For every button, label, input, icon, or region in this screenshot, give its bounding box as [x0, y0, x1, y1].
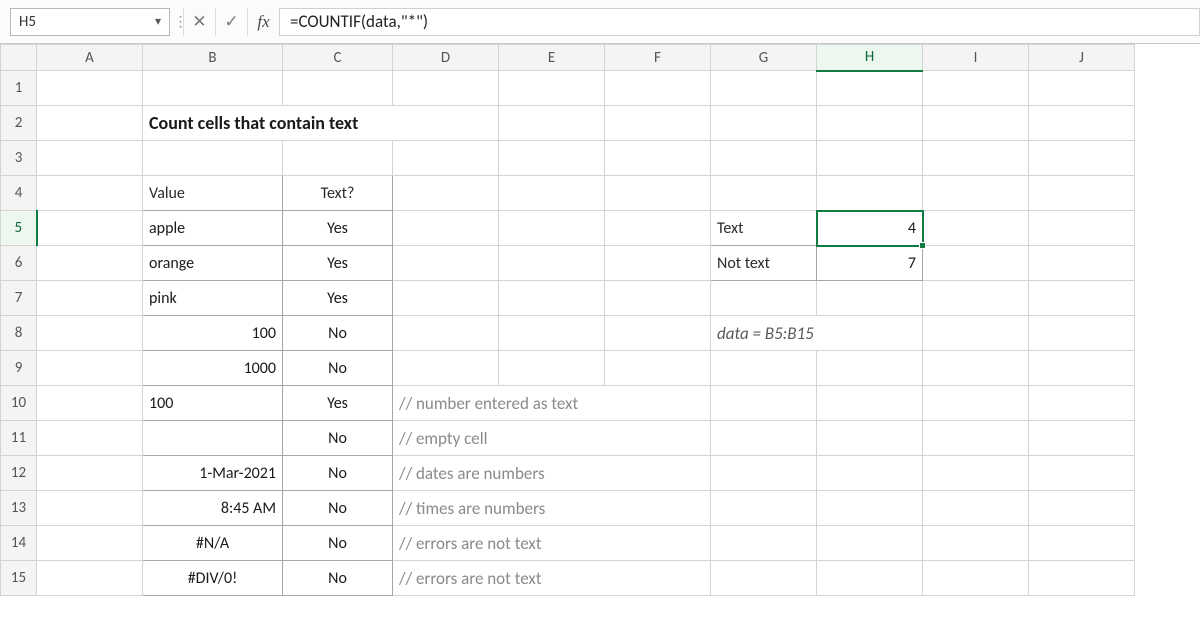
row-header[interactable]: 14: [1, 526, 37, 561]
row-7: 7 pink Yes: [1, 281, 1135, 316]
value-cell[interactable]: apple: [143, 211, 282, 245]
summary-value-active[interactable]: 4: [817, 211, 922, 245]
comment: // errors are not text: [393, 526, 710, 560]
name-box[interactable]: H5 ▾: [10, 8, 170, 36]
row-header[interactable]: 3: [1, 141, 37, 176]
row-header[interactable]: 15: [1, 561, 37, 596]
row-14: 14 #N/A No // errors are not text: [1, 526, 1135, 561]
select-all-corner[interactable]: [1, 45, 37, 71]
comment: // times are numbers: [393, 491, 710, 525]
value-cell[interactable]: pink: [143, 281, 282, 315]
value-cell[interactable]: 8:45 AM: [143, 491, 282, 525]
flag-cell[interactable]: Yes: [283, 246, 392, 280]
column-header-row: A B C D E F G H I J: [1, 45, 1135, 71]
row-header[interactable]: 11: [1, 421, 37, 456]
table-header-value: Value: [143, 176, 282, 210]
row-10: 10 100 Yes // number entered as text: [1, 386, 1135, 421]
comment: // errors are not text: [393, 561, 710, 595]
value-cell[interactable]: 1-Mar-2021: [143, 456, 282, 490]
formula-input[interactable]: =COUNTIF(data,"*"): [279, 8, 1200, 36]
value-cell[interactable]: #N/A: [143, 526, 282, 560]
row-12: 12 1-Mar-2021 No // dates are numbers: [1, 456, 1135, 491]
row-header[interactable]: 6: [1, 246, 37, 281]
summary-label[interactable]: Not text: [711, 246, 816, 280]
chevron-down-icon[interactable]: ▾: [155, 14, 161, 29]
row-header[interactable]: 12: [1, 456, 37, 491]
row-13: 13 8:45 AM No // times are numbers: [1, 491, 1135, 526]
formula-bar: H5 ▾ ⋮ ✕ ✓ fx =COUNTIF(data,"*"): [0, 0, 1200, 44]
value-cell[interactable]: 100: [143, 316, 282, 350]
row-4: 4 Value Text?: [1, 176, 1135, 211]
row-header[interactable]: 10: [1, 386, 37, 421]
range-note: data = B5:B15: [711, 316, 922, 350]
row-header[interactable]: 7: [1, 281, 37, 316]
row-9: 9 1000 No: [1, 351, 1135, 386]
flag-cell[interactable]: No: [283, 316, 392, 350]
row-header[interactable]: 8: [1, 316, 37, 351]
flag-cell[interactable]: No: [283, 421, 392, 455]
value-cell[interactable]: 100: [143, 386, 282, 420]
value-cell[interactable]: [143, 421, 282, 455]
row-3: 3: [1, 141, 1135, 176]
value-cell[interactable]: 1000: [143, 351, 282, 385]
flag-cell[interactable]: Yes: [283, 386, 392, 420]
row-6: 6 orange Yes Not text 7: [1, 246, 1135, 281]
row-header[interactable]: 4: [1, 176, 37, 211]
comment: // dates are numbers: [393, 456, 710, 490]
table-header-flag: Text?: [283, 176, 392, 210]
row-1: 1: [1, 71, 1135, 106]
row-header[interactable]: 13: [1, 491, 37, 526]
fx-icon[interactable]: fx: [247, 8, 279, 36]
cancel-icon[interactable]: ✕: [183, 8, 215, 36]
spreadsheet-grid[interactable]: A B C D E F G H I J 1 2 Count cells that…: [0, 44, 1200, 596]
row-8: 8 100 No data = B5:B15: [1, 316, 1135, 351]
name-box-value: H5: [19, 13, 36, 31]
row-5: 5 apple Yes Text 4: [1, 211, 1135, 246]
col-header-F[interactable]: F: [605, 45, 711, 71]
summary-value[interactable]: 7: [817, 246, 922, 280]
col-header-B[interactable]: B: [143, 45, 283, 71]
col-header-E[interactable]: E: [499, 45, 605, 71]
col-header-A[interactable]: A: [37, 45, 143, 71]
value-cell[interactable]: #DIV/0!: [143, 561, 282, 595]
fill-handle-icon[interactable]: [919, 242, 926, 249]
flag-cell[interactable]: No: [283, 491, 392, 525]
flag-cell[interactable]: No: [283, 526, 392, 560]
row-header[interactable]: 5: [1, 211, 37, 246]
col-header-H[interactable]: H: [817, 45, 923, 71]
col-header-J[interactable]: J: [1029, 45, 1135, 71]
row-header[interactable]: 9: [1, 351, 37, 386]
row-header[interactable]: 2: [1, 106, 37, 141]
col-header-D[interactable]: D: [393, 45, 499, 71]
comment: // number entered as text: [393, 386, 710, 420]
value-cell[interactable]: orange: [143, 246, 282, 280]
flag-cell[interactable]: Yes: [283, 211, 392, 245]
flag-cell[interactable]: No: [283, 351, 392, 385]
enter-icon[interactable]: ✓: [215, 8, 247, 36]
row-header[interactable]: 1: [1, 71, 37, 106]
row-2: 2 Count cells that contain text: [1, 106, 1135, 141]
row-15: 15 #DIV/0! No // errors are not text: [1, 561, 1135, 596]
col-header-I[interactable]: I: [923, 45, 1029, 71]
col-header-G[interactable]: G: [711, 45, 817, 71]
row-11: 11 No // empty cell: [1, 421, 1135, 456]
formula-text: =COUNTIF(data,"*"): [290, 11, 428, 32]
summary-label[interactable]: Text: [711, 211, 816, 245]
comment: // empty cell: [393, 421, 710, 455]
title: Count cells that contain text: [143, 106, 498, 140]
flag-cell[interactable]: No: [283, 561, 392, 595]
flag-cell[interactable]: Yes: [283, 281, 392, 315]
flag-cell[interactable]: No: [283, 456, 392, 490]
col-header-C[interactable]: C: [283, 45, 393, 71]
